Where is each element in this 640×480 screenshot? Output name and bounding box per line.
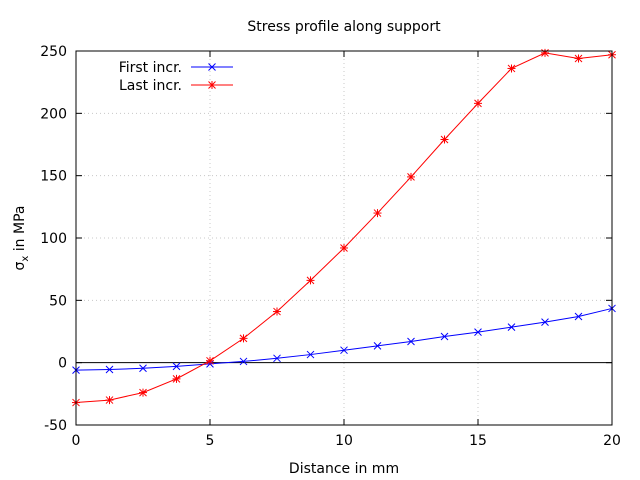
- x-tick-label: 10: [335, 433, 353, 449]
- last-incr-point: [474, 99, 482, 108]
- first-incr-legend-marker: [208, 63, 216, 71]
- first-incr-point: [373, 341, 382, 350]
- first-incr-point: [172, 362, 181, 371]
- first-incr-point: [507, 323, 516, 331]
- chart-title: Stress profile along support: [247, 19, 441, 35]
- x-tick-label: 15: [469, 433, 487, 449]
- y-axis-title-subscript: x: [20, 256, 31, 262]
- first-incr-point: [407, 337, 415, 346]
- x-tick-label: 5: [206, 433, 215, 449]
- y-tick-label: -50: [44, 418, 67, 434]
- first-incr-point: [273, 354, 281, 363]
- y-tick-label: 250: [40, 44, 67, 60]
- first-incr-point: [574, 312, 583, 321]
- last-incr-point: [273, 307, 281, 316]
- last-incr-point: [574, 54, 583, 63]
- axis-ticks: 0 5 10 15 20 -50 0 50 100 150 200 250: [40, 44, 621, 449]
- last-incr-point: [306, 276, 315, 285]
- x-tick-label: 20: [603, 433, 621, 449]
- y-axis-title-unit: in MPa: [12, 206, 28, 256]
- legend: First incr. Last incr.: [119, 60, 233, 94]
- grid-lines: [76, 51, 612, 425]
- first-incr-point: [306, 350, 315, 359]
- y-axis-title-symbol: σ: [12, 261, 28, 270]
- y-tick-label: 150: [40, 169, 67, 185]
- first-incr-point: [474, 328, 482, 336]
- last-incr-legend-label: Last incr.: [119, 78, 182, 94]
- y-tick-label: 0: [58, 356, 67, 372]
- last-incr-point: [541, 48, 549, 57]
- first-incr-point: [105, 365, 114, 374]
- last-incr-point: [440, 135, 449, 144]
- y-tick-label: 200: [40, 106, 67, 122]
- first-incr-point: [340, 346, 348, 355]
- last-incr-point: [507, 64, 516, 73]
- last-incr-point: [139, 388, 147, 397]
- first-incr-legend-label: First incr.: [119, 60, 182, 76]
- first-incr-point: [440, 332, 449, 341]
- last-incr-point: [172, 374, 181, 383]
- x-axis-title: Distance in mm: [289, 461, 399, 477]
- last-incr-point: [407, 172, 415, 181]
- y-axis-title: σx in MPa: [12, 206, 31, 271]
- last-incr-point: [340, 243, 348, 252]
- last-incr-point: [206, 356, 214, 365]
- last-incr-point: [105, 396, 114, 405]
- last-incr-point: [373, 209, 382, 218]
- last-incr-point: [239, 334, 248, 343]
- y-tick-label: 50: [49, 293, 67, 309]
- last-incr-legend-marker: [208, 81, 216, 89]
- y-tick-label: 100: [40, 231, 67, 247]
- first-incr-point: [239, 357, 248, 366]
- x-tick-label: 0: [72, 433, 81, 449]
- first-incr-point: [139, 364, 147, 373]
- first-incr-point: [541, 318, 549, 327]
